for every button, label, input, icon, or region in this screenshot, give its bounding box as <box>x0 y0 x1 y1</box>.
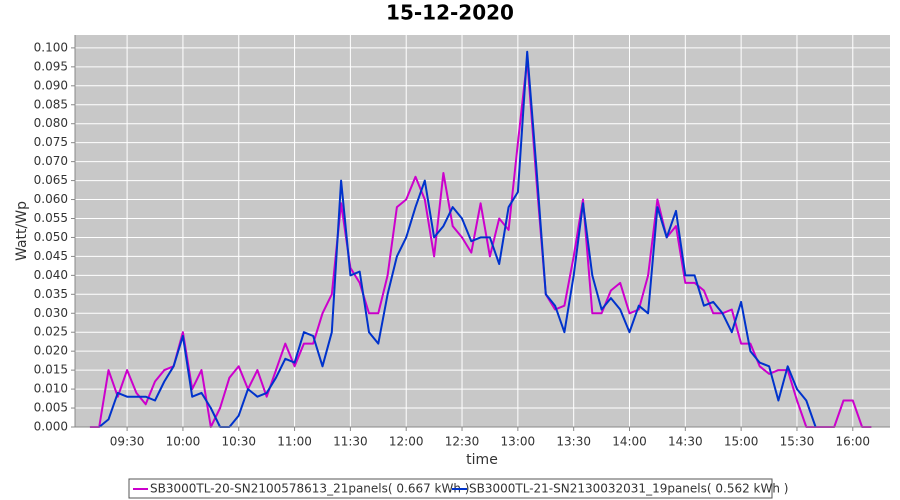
legend-box <box>128 478 773 499</box>
y-tick-label: 0.010 <box>34 382 68 396</box>
x-tick-label: 10:30 <box>221 435 256 449</box>
y-tick-label: 0.000 <box>34 420 68 434</box>
y-tick-label: 0.050 <box>34 230 68 244</box>
x-tick-label: 15:00 <box>724 435 759 449</box>
x-tick-label: 14:00 <box>612 435 647 449</box>
y-tick-label: 0.085 <box>34 97 68 111</box>
lines <box>89 50 872 428</box>
legend-label: SB3000TL-21-SN2130032031_19panels( 0.562… <box>469 482 788 496</box>
x-tick-label: 13:30 <box>556 435 591 449</box>
series-line <box>89 58 872 428</box>
y-tick-label: 0.020 <box>34 344 68 358</box>
y-tick-label: 0.025 <box>34 325 68 339</box>
x-tick-label: 15:30 <box>780 435 815 449</box>
y-tick-label: 0.015 <box>34 363 68 377</box>
y-tick-label: 0.095 <box>34 59 68 73</box>
y-tick-label: 0.005 <box>34 401 68 415</box>
y-tick-label: 0.055 <box>34 211 68 225</box>
x-tick-label: 14:30 <box>668 435 703 449</box>
y-tick-label: 0.045 <box>34 249 68 263</box>
y-tick-label: 0.080 <box>34 116 68 130</box>
plot-area <box>75 35 890 427</box>
x-tick-label: 11:00 <box>277 435 312 449</box>
y-tick-label: 0.035 <box>34 287 68 301</box>
x-axis-title: time <box>466 452 498 468</box>
x-tick-label: 11:30 <box>333 435 368 449</box>
y-tick-label: 0.065 <box>34 173 68 187</box>
x-tick-label: 13:00 <box>501 435 536 449</box>
y-tick-label: 0.040 <box>34 268 68 282</box>
x-tick-label: 12:30 <box>445 435 480 449</box>
y-axis-title: Watt/Wp <box>14 201 30 261</box>
legend-label: SB3000TL-20-SN2100578613_21panels( 0.667… <box>150 482 469 496</box>
chart-title: 15-12-2020 <box>386 1 514 25</box>
series-line <box>98 50 817 428</box>
y-tick-label: 0.075 <box>34 135 68 149</box>
y-tick-label: 0.060 <box>34 192 68 206</box>
x-tick-label: 16:00 <box>835 435 870 449</box>
y-tick-label: 0.030 <box>34 306 68 320</box>
x-tick-label: 09:30 <box>110 435 145 449</box>
x-tick-label: 10:00 <box>166 435 201 449</box>
y-tick-label: 0.100 <box>34 40 68 54</box>
y-tick-label: 0.090 <box>34 78 68 92</box>
x-tick-label: 12:00 <box>389 435 424 449</box>
y-tick-label: 0.070 <box>34 154 68 168</box>
